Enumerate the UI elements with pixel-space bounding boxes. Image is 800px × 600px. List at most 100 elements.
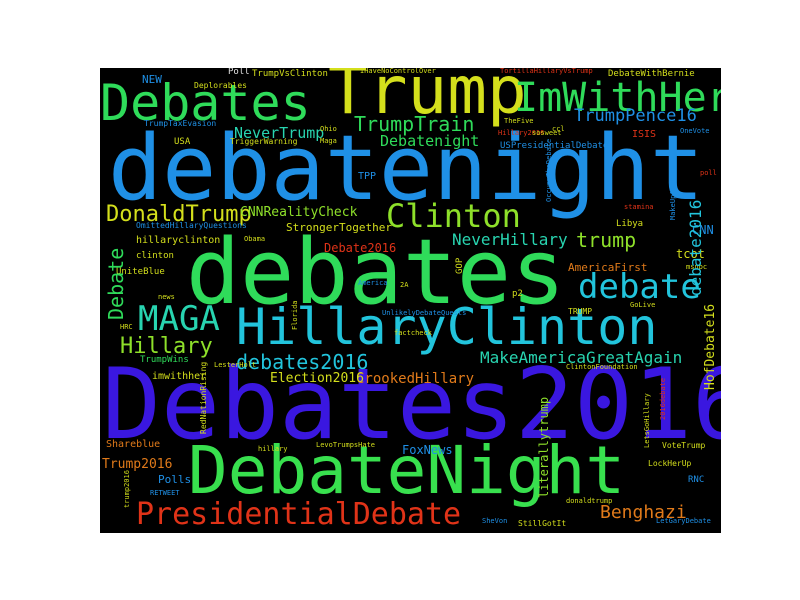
- word-unlikelydebatequests: UnlikelyDebateQuests: [382, 309, 467, 317]
- word-clintonfoundation: ClintonFoundation: [566, 363, 638, 371]
- word-clinton-lower: clinton: [136, 251, 174, 261]
- word-nevertrump: NeverTrump: [234, 124, 325, 142]
- word-stillgotit: StillGotIt: [518, 519, 567, 528]
- word-debates-cap: Debates: [100, 74, 311, 132]
- word-sosweet: sosweet: [532, 129, 562, 137]
- word-makeamericagreatagain: MakeAmericaGreatAgain: [480, 348, 683, 367]
- word-foxnews: FoxNews: [402, 443, 453, 457]
- word-donaldtrump-lower: donaldtrump: [566, 497, 613, 505]
- word-msnbc: msnbc: [686, 263, 708, 271]
- word-lestercholt: LesterHolt: [214, 361, 257, 369]
- word-rednationrising-vertical: RedNationRising: [199, 361, 208, 434]
- word-hillaryclinton: HillaryClinton: [236, 298, 658, 356]
- word-occupythedebate-vertical: OccupyTheDebate: [545, 138, 553, 202]
- word-america-vertical: America: [358, 279, 388, 287]
- word-ccl: ccl: [552, 125, 565, 133]
- word-news: news: [158, 293, 175, 301]
- word-trumptaxevasion: TrumpTaxEvasion: [144, 119, 217, 128]
- word-hillaryclinton-lower: hillaryclinton: [136, 235, 221, 246]
- word-debates2016: debates2016: [236, 350, 369, 374]
- word-maga: MAGA: [138, 299, 220, 339]
- word-crookedhillary: CrookedHillary: [356, 371, 475, 387]
- word-benghazi: Benghazi: [600, 502, 687, 523]
- word-trumpwins: TrumpWins: [140, 355, 189, 365]
- word-strongertogether: StrongerTogether: [286, 221, 392, 234]
- word-lockherup: LockHerUp: [648, 459, 692, 468]
- word-hillary2016: Hillary2016: [498, 129, 545, 137]
- word-trump-caps: TRUMP: [568, 307, 593, 316]
- word-onevote: OneVote: [680, 127, 710, 135]
- word-omittedhillaryquestions: OmittedHillaryQuestions: [136, 221, 247, 230]
- word-letsgohillary-vertical: LetsGoHillary: [643, 393, 651, 448]
- word-stamina: stamina: [624, 203, 654, 211]
- word-hillary-lower: hillary: [258, 445, 288, 453]
- word-tortilla: TortillaHillaryVsTrump: [500, 68, 593, 75]
- word-p2: p2: [512, 289, 523, 299]
- word-trumptrain: TrumpTrain: [354, 112, 475, 136]
- word-election2016: Election2016: [270, 371, 364, 386]
- word-deplorables: Deplorables: [194, 81, 247, 90]
- word-new: NEW: [142, 73, 162, 86]
- word-shareblue: Shareblue: [106, 439, 161, 450]
- word-debatenight-lower: Debatenight: [380, 132, 480, 150]
- word-ihavenocontrolover: IHaveNoControlOver: [360, 68, 436, 75]
- word-cnnrealitycheck: CNNRealityCheck: [240, 205, 358, 220]
- word-makeupamerica-vertical: MakeUpAmerica: [669, 165, 677, 220]
- word-2a: 2A: [400, 281, 409, 289]
- word-shevon: SheVon: [482, 517, 508, 525]
- word-imwithher: ImWithHer: [514, 75, 721, 121]
- word-polls: Polls: [158, 473, 192, 486]
- word-trumpvsclinton: TrumpVsClinton: [252, 69, 328, 79]
- word-gop-vertical: GOP: [455, 257, 465, 274]
- word-debatewithbernie: DebateWithBernie: [608, 69, 695, 79]
- word-hrc: HRC: [120, 323, 133, 331]
- word-levotrumpshate: LevoTrumpsHate: [316, 441, 376, 449]
- word-presidentialdebate: PresidentialDebate: [136, 497, 462, 532]
- word-libya: Libya: [616, 219, 644, 229]
- word-votetrump: VoteTrump: [662, 441, 706, 450]
- word-usa: USA: [174, 137, 191, 147]
- word-cnn: CNN: [692, 223, 714, 237]
- word-trump: Trump: [328, 68, 527, 129]
- word-factcheck: factcheck: [394, 329, 432, 337]
- word-hofdebate16-vertical: HofDebate16: [703, 303, 718, 390]
- word-rnc: RNC: [688, 475, 705, 485]
- word-retweet: RETWEET: [150, 489, 180, 497]
- word-debatenight-cap: DebateNight: [188, 432, 626, 509]
- word-literallytrump-vertical: literallytrump: [537, 396, 551, 498]
- word-debates: debates: [186, 220, 566, 325]
- word-debate: debate: [578, 267, 701, 307]
- word-debate2016-vertical: debate2016: [686, 199, 705, 296]
- word-tpp: TPP: [358, 171, 377, 182]
- word-debate-vertical: Debate: [104, 247, 128, 320]
- word-cloud: Debates2016 debatenight debates DebateNi…: [100, 68, 721, 533]
- word-americafirst: AmericaFirst: [568, 261, 648, 274]
- word-golive: GoLive: [630, 301, 656, 309]
- word-debates2016-large: Debates2016: [102, 348, 721, 462]
- word-2016debate-vertical: 2016debate: [659, 377, 667, 420]
- word-obama: Obama: [244, 235, 266, 243]
- word-donaldtrump: DonaldTrump: [106, 202, 252, 227]
- word-clinton: Clinton: [386, 197, 521, 235]
- word-letgarydebate: LetGaryDebate: [656, 517, 711, 525]
- word-trump2016: Trump2016: [102, 457, 173, 472]
- word-tcot: tcot: [676, 247, 705, 261]
- word-imwithher-lower: imwithher: [152, 371, 207, 382]
- word-trump-lower: trump: [576, 228, 637, 252]
- word-debatenight: debatenight: [108, 116, 705, 221]
- word-neverhillary: NeverHillary: [452, 230, 568, 249]
- word-uspresidentialdebate: USPresidentialDebate: [500, 141, 609, 151]
- word-thefive: TheFive: [504, 117, 534, 125]
- word-ohio: Ohio: [320, 125, 337, 133]
- word-trump2016-vertical: trump2016: [123, 470, 131, 508]
- word-isis: ISIS: [632, 129, 657, 140]
- word-uniteblue: UniteBlue: [116, 267, 165, 277]
- word-poll: Poll: [228, 68, 250, 77]
- word-debate2016-cap: Debate2016: [324, 241, 397, 255]
- word-trumppence16: TrumpPence16: [574, 106, 697, 126]
- word-florida-vertical: Florida: [291, 300, 299, 330]
- word-triggerwarning: TriggerWarning: [230, 137, 298, 146]
- word-maga-small: Maga: [320, 137, 337, 145]
- word-hillary: Hillary: [120, 334, 213, 359]
- word-poll-lower: poll: [700, 169, 717, 177]
